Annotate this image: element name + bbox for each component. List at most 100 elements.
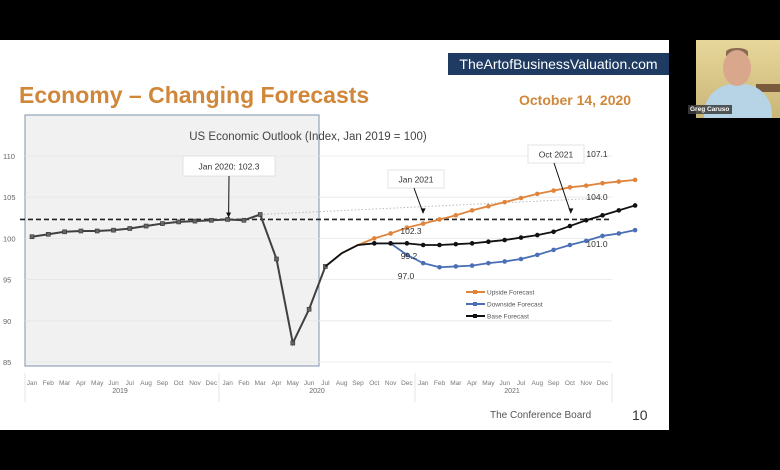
x-tick-label: Apr (76, 380, 87, 387)
data-point (616, 208, 622, 213)
y-tick-label: 110 (3, 152, 15, 161)
source-credit: The Conference Board (490, 410, 592, 421)
data-point (567, 185, 573, 190)
data-point (437, 264, 442, 270)
x-tick-label: Oct (369, 380, 379, 387)
data-point (111, 227, 116, 233)
data-point (420, 260, 426, 266)
x-tick-label: Jul (321, 380, 330, 387)
data-point (600, 213, 605, 218)
legend-swatch-marker (473, 302, 477, 306)
pre-covid-trend-line (260, 197, 603, 216)
data-point (486, 260, 491, 266)
x-tick-label: Mar (450, 380, 462, 387)
data-point (583, 238, 589, 244)
x-tick-label: Jun (304, 380, 315, 387)
data-point (518, 256, 524, 262)
data-point (62, 229, 67, 235)
data-point (535, 232, 540, 238)
data-point (551, 188, 556, 193)
x-tick-label: May (287, 380, 300, 387)
data-point (127, 226, 133, 231)
x-year-label: 2020 (309, 388, 325, 395)
x-tick-label: Nov (385, 380, 397, 387)
data-point (209, 217, 214, 223)
data-point (453, 264, 459, 269)
callout-label: Jan 2021 (399, 175, 434, 185)
series-line-base-forecast (324, 204, 636, 268)
economic-outlook-chart: US Economic Outlook (Index, Jan 2019 = 1… (3, 114, 638, 402)
data-point (323, 264, 328, 269)
website-banner: TheArtofBusinessValuation.com (448, 53, 669, 75)
x-tick-label: Sep (352, 380, 364, 387)
arrow-head (420, 208, 426, 214)
series-line-upside-forecast (324, 179, 636, 268)
speaker-name-label: Greg Caruso (688, 105, 733, 114)
page-number: 10 (632, 407, 648, 423)
x-tick-label: Dec (597, 380, 609, 387)
data-point (632, 227, 638, 233)
data-point (45, 231, 51, 237)
speaker-video-tile[interactable]: Greg Caruso (688, 40, 780, 118)
x-tick-label: Mar (255, 380, 267, 387)
x-tick-label: Jul (517, 380, 526, 387)
data-point (94, 228, 100, 234)
data-point (241, 217, 247, 223)
data-point (404, 252, 410, 258)
data-point (551, 247, 556, 253)
annotations: Jan 2020: 102.3 Jan 2021 Oct 2021 102.3 99.2… (182, 144, 608, 281)
legend-label: Upside Forecast (487, 290, 535, 297)
x-tick-label: Jul (126, 380, 135, 387)
chart-legend: Upside Forecast Downside Forecast Base For… (466, 290, 543, 321)
data-point (469, 263, 475, 268)
data-point (567, 242, 573, 248)
y-axis-ticks: 85 90 95 100 105 110 (3, 152, 16, 367)
data-label: 104.0 (586, 192, 608, 202)
x-tick-label: Feb (238, 380, 250, 387)
x-tick-label: Aug (336, 380, 348, 387)
x-year-label: 2021 (504, 388, 520, 395)
data-point (632, 203, 638, 208)
y-tick-label: 95 (3, 276, 11, 285)
data-point (78, 228, 84, 234)
x-tick-label: Nov (580, 380, 592, 387)
callout-box (527, 144, 585, 164)
x-tick-label: Apr (467, 380, 478, 387)
data-point (567, 223, 573, 229)
callout-box (387, 169, 445, 189)
data-point (583, 183, 589, 188)
history-shaded-region (24, 114, 320, 367)
x-year-label: 2019 (112, 388, 128, 395)
data-point (469, 208, 475, 213)
callout-label: Jan 2020: 102.3 (199, 162, 260, 172)
speaker-head (723, 50, 751, 86)
data-point (583, 217, 589, 223)
x-tick-label: Sep (157, 380, 169, 387)
data-point (160, 221, 165, 226)
x-tick-label: Feb (434, 380, 446, 387)
data-point (29, 234, 35, 240)
x-tick-label: Dec (401, 380, 413, 387)
y-tick-label: 105 (3, 193, 16, 202)
callout-label: Oct 2021 (539, 150, 574, 160)
data-point (616, 231, 622, 236)
data-point (176, 219, 181, 225)
callout-arrow (553, 162, 572, 214)
background-shelf (756, 84, 780, 92)
data-point (453, 213, 459, 218)
data-point (486, 203, 491, 209)
data-point (404, 241, 410, 246)
data-point (632, 177, 638, 183)
data-point (502, 259, 508, 264)
data-point (502, 199, 508, 205)
data-point (518, 235, 524, 240)
chart-title: US Economic Outlook (Index, Jan 2019 = 1… (189, 131, 427, 143)
x-tick-label: Sep (548, 380, 560, 387)
data-point (372, 241, 377, 246)
data-point (290, 340, 296, 346)
legend-label: Base Forecast (487, 314, 529, 321)
series-lines (20, 177, 638, 347)
data-point (143, 223, 149, 229)
data-point (616, 179, 622, 184)
x-tick-label: May (91, 380, 104, 387)
